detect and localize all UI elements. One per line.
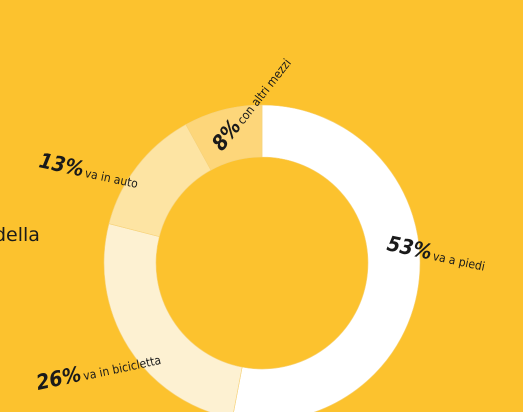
- annotation: della: [0, 224, 40, 246]
- donut-segment: [185, 104, 263, 171]
- donut-segment: [233, 104, 421, 412]
